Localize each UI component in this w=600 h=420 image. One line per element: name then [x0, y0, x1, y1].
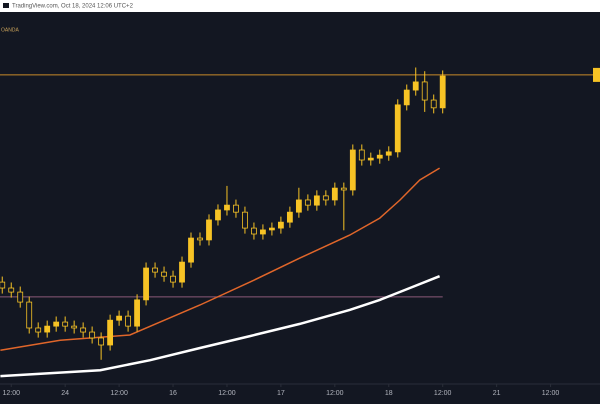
moving-average-line [0, 275, 441, 378]
candle-body [242, 211, 248, 229]
header-band [0, 0, 600, 12]
candle-body [439, 75, 446, 109]
candle-body [0, 281, 6, 289]
price-label-box [593, 67, 600, 82]
candle-body [17, 291, 24, 303]
candle-body [197, 237, 203, 241]
candle-body [295, 199, 302, 213]
candle-body [376, 154, 383, 159]
candle-body [403, 89, 410, 106]
candle-body [125, 315, 131, 327]
x-tick-label: 17 [277, 390, 285, 397]
x-tick-label: 12:00 [542, 390, 560, 397]
candle-body [188, 237, 194, 263]
candle-body [367, 157, 374, 161]
x-tick-label: 12:00 [110, 390, 128, 397]
x-tick-label: 18 [385, 390, 393, 397]
candle-body [44, 325, 51, 333]
candle-body [322, 195, 329, 201]
candle-body [62, 321, 69, 327]
symbol-text: OANDA [1, 27, 19, 33]
candle-body [331, 187, 338, 201]
x-tick-label: 12:00 [326, 390, 344, 397]
x-tick-label: 12:00 [434, 390, 452, 397]
candle-body [206, 219, 212, 241]
candle-body [340, 187, 347, 191]
candle-body [134, 299, 140, 327]
candle-body [116, 315, 123, 321]
moving-average-line [0, 167, 440, 351]
candle-body [286, 211, 293, 223]
candle-body [394, 104, 401, 153]
candle-body [313, 195, 320, 206]
candle-body [260, 229, 266, 235]
candle-body [80, 327, 87, 333]
candle-body [215, 209, 221, 221]
candle-body [349, 149, 356, 191]
candle-body [152, 267, 158, 273]
x-tick-label: 12:00 [2, 390, 20, 397]
source-text: TradingView.com, Oct 18, 2024 12:06 UTC+… [12, 4, 134, 10]
candle-body [224, 204, 230, 211]
candle-body [421, 81, 428, 101]
candle-body [304, 199, 311, 206]
candle-body [277, 221, 284, 229]
candle-body [385, 151, 392, 156]
x-tick-label: 21 [493, 390, 501, 397]
candle-body [98, 337, 105, 346]
x-tick-label: 12:00 [218, 390, 236, 397]
candle-body [269, 227, 275, 231]
candle-body [170, 275, 176, 283]
candle-body [35, 327, 42, 333]
candle-body [233, 204, 239, 213]
logo [3, 3, 9, 8]
candle-body [107, 319, 114, 346]
footer-band [0, 404, 600, 420]
candle-body [179, 261, 185, 283]
candle-body [53, 321, 60, 327]
x-tick-label: 24 [61, 390, 69, 397]
candle-body [412, 81, 419, 91]
candle-body [26, 301, 33, 329]
candle-body [143, 267, 149, 301]
x-tick-label: 16 [169, 390, 177, 397]
candle-body [71, 325, 78, 329]
candle-body [430, 99, 437, 109]
candle-body [89, 331, 96, 339]
candle-body [161, 271, 167, 277]
candle-body [8, 287, 15, 293]
candle-body [358, 149, 365, 161]
candle-body [251, 227, 257, 235]
